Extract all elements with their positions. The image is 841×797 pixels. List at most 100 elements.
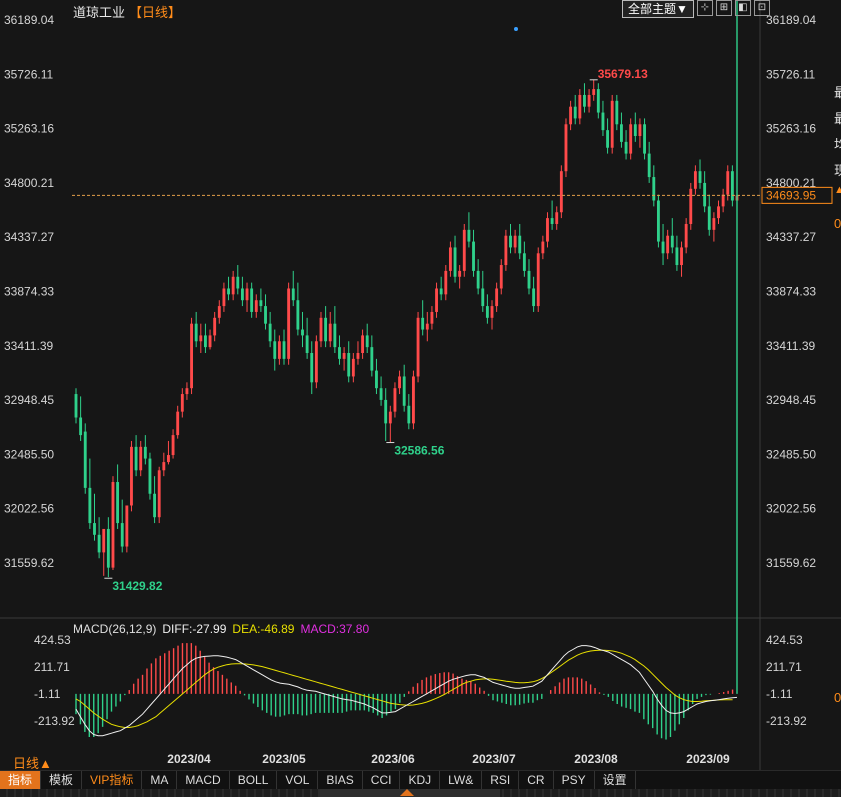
candle-body [643, 124, 646, 154]
tab-settings[interactable]: 设置 [595, 771, 636, 789]
tab-template[interactable]: 模板 [41, 771, 83, 789]
candle-body [83, 431, 87, 488]
restore-icon[interactable]: ⊡ [753, 0, 770, 16]
candle-body [296, 300, 300, 330]
candle-body [425, 323, 429, 330]
y-tick-right: 35263.16 [766, 122, 816, 136]
candle-body [504, 235, 508, 266]
tab-kdj[interactable]: KDJ [400, 771, 441, 789]
candle-body [527, 270, 531, 289]
candle-body [546, 218, 549, 242]
mid-low-annotation: 32586.56 [394, 444, 444, 458]
side-info-4: 现 [834, 163, 841, 178]
candle-body [666, 235, 670, 254]
tab-rsi[interactable]: RSI [482, 771, 520, 789]
tab-indicator[interactable]: 指标 [0, 771, 42, 789]
period-label[interactable]: 【日线】 [129, 5, 182, 20]
candle-body [162, 462, 166, 471]
tab-vip-indicator[interactable]: VIP指标 [82, 771, 143, 789]
tab-macd[interactable]: MACD [177, 771, 230, 789]
candle-body [176, 411, 180, 436]
tab-cci[interactable]: CCI [363, 771, 401, 789]
y-tick-left: 33411.39 [4, 339, 53, 353]
tab-boll[interactable]: BOLL [230, 771, 278, 789]
candle-body [324, 317, 328, 342]
candle-body [361, 335, 365, 354]
candle-body [421, 317, 425, 330]
y-tick-right: 33874.33 [766, 285, 816, 299]
tab-bias[interactable]: BIAS [318, 771, 363, 789]
candle-body [587, 94, 591, 107]
expand-icon[interactable]: ◧ [734, 0, 751, 16]
candle-body [407, 405, 411, 424]
candle-body [194, 323, 198, 342]
candle-body [536, 253, 540, 307]
candle-body [472, 241, 475, 271]
candle-body [342, 353, 346, 359]
x-tick-label: 2023/06 [371, 752, 415, 766]
tab-lw[interactable]: LW& [440, 771, 483, 789]
indicator-tabs: 指标 模板 VIP指标 MA MACD BOLL VOL BIAS CCI KD… [0, 770, 841, 789]
candle-body [370, 347, 374, 371]
theme-dropdown[interactable]: 全部主题▼ [622, 0, 694, 18]
macd-tick-right: -1.11 [766, 687, 793, 701]
timeline-marker-icon[interactable] [400, 789, 414, 796]
candle-body [476, 270, 480, 289]
candle-body [106, 528, 110, 568]
x-tick-label: 2023/07 [472, 752, 516, 766]
side-info-1: 最 [834, 85, 841, 100]
candle-body [273, 341, 277, 359]
candle-body [707, 206, 711, 230]
crosshair-icon[interactable]: ⊹ [696, 0, 713, 16]
candlestick-chart: 36189.04 36189.04 35726.11 35726.11 35263.16… [0, 0, 841, 770]
tab-vol[interactable]: VOL [277, 771, 319, 789]
chart-toolbar: 全部主题▼ ⊹ ⊞ ◧ ⊡ [622, 0, 770, 18]
candle-body [319, 317, 323, 342]
candle-body [79, 417, 83, 436]
candle-body [282, 341, 286, 359]
macd-tick-left: -213.92 [34, 714, 75, 728]
candle-body [240, 288, 244, 301]
candle-body [116, 482, 120, 524]
candle-body [675, 247, 679, 266]
y-tick-left: 32948.45 [4, 393, 54, 407]
candle-body [490, 306, 494, 318]
macd-tick-left: 424.53 [34, 633, 71, 647]
candle-body [412, 376, 415, 424]
candle-body [134, 446, 138, 471]
y-tick-left: 34800.21 [4, 176, 54, 190]
candle-body [120, 523, 124, 547]
candle-body [638, 124, 642, 137]
tab-cr[interactable]: CR [519, 771, 554, 789]
x-tick-label: 2023/08 [574, 752, 618, 766]
candle-body [301, 329, 304, 336]
macd-dea: DEA:-46.89 [232, 622, 295, 636]
candle-body [555, 212, 559, 224]
candle-body [148, 458, 152, 494]
tab-psy[interactable]: PSY [554, 771, 595, 789]
period-selector[interactable]: 日线▲ [13, 756, 52, 771]
macd-label: MACD(26,12,9) [73, 622, 157, 636]
candle-body [203, 335, 207, 348]
index-name: 道琼工业 [73, 5, 126, 20]
candle-body [93, 523, 96, 535]
candle-body [444, 270, 448, 295]
candle-body [499, 265, 503, 289]
candle-body [670, 235, 674, 248]
candle-body [97, 534, 101, 553]
chart-title: 道琼工业 【日线】 [73, 2, 181, 21]
y-tick-left: 35263.16 [4, 122, 54, 136]
candle-body [254, 300, 258, 312]
candle-body [153, 493, 157, 518]
tab-ma[interactable]: MA [142, 771, 178, 789]
y-tick-right: 34337.27 [766, 230, 816, 244]
candle-body [245, 288, 249, 301]
candle-body [481, 288, 485, 307]
low-annotation: 31429.82 [112, 579, 162, 593]
side-info-2: 最 [834, 111, 841, 126]
candle-body [217, 306, 221, 318]
candle-body [264, 306, 267, 324]
candle-body [125, 505, 129, 547]
zoom-in-icon[interactable]: ⊞ [715, 0, 732, 16]
candle-body [596, 89, 600, 113]
